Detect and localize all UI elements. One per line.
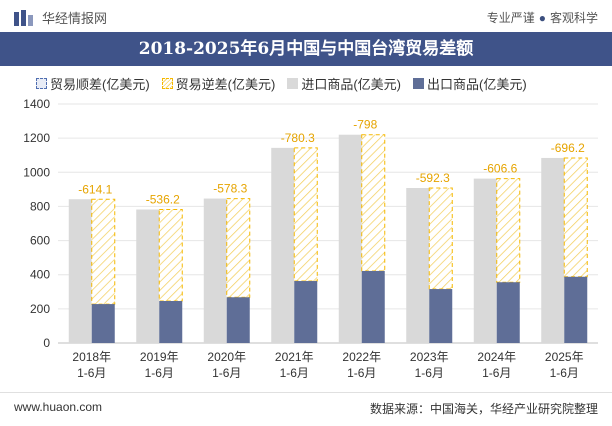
legend-swatch-export (413, 78, 425, 89)
deficit-bar (226, 198, 251, 298)
footer-source: 数据来源：中国海关，华经产业研究院整理 (369, 402, 598, 416)
deficit-data-label: -798 (353, 118, 377, 132)
export-bar (159, 301, 183, 343)
export-bar (361, 270, 385, 343)
legend-swatch-import (287, 78, 299, 89)
x-tick-label: 2019年 (140, 350, 179, 364)
x-tick-label: 2023年 (410, 350, 449, 364)
x-tick-label: 1-6月 (145, 366, 174, 380)
x-tick-label: 2024年 (477, 350, 516, 364)
deficit-data-label: -780.3 (281, 131, 315, 145)
legend-swatch-deficit (161, 78, 173, 89)
x-tick-label: 1-6月 (482, 366, 511, 380)
deficit-bar (361, 134, 386, 272)
x-tick-label: 1-6月 (212, 366, 241, 380)
footer-divider (0, 392, 612, 393)
y-tick-label: 1400 (23, 97, 50, 111)
y-tick-label: 200 (30, 302, 50, 316)
tagline: 专业严谨 ● 客观科学 (487, 9, 598, 26)
x-tick-label: 2020年 (207, 350, 246, 364)
import-bar (68, 199, 92, 343)
deficit-bar (91, 198, 116, 305)
deficit-data-label: -696.2 (551, 141, 585, 155)
legend-item-deficit[interactable]: 贸易逆差(亿美元) (161, 74, 276, 93)
y-tick-label: 600 (30, 234, 50, 248)
tagline-right: 客观科学 (549, 11, 598, 25)
deficit-bar (563, 157, 588, 278)
import-bar (271, 147, 295, 343)
export-bar (496, 282, 520, 343)
x-tick-label: 1-6月 (347, 366, 376, 380)
logo-icon (14, 9, 33, 26)
bar-chart: 0 200 400 600 800 1000 1200 1400 -614.1 2018年 1-6… (23, 97, 598, 380)
footer-website[interactable]: www.huaon.com (14, 400, 103, 414)
export-bar (91, 304, 115, 343)
deficit-data-label: -606.6 (483, 162, 517, 176)
logo-text: 华经情报网 (42, 11, 108, 26)
y-tick-label: 0 (43, 336, 50, 350)
import-bar (136, 209, 160, 343)
legend-label-surplus: 贸易顺差(亿美元) (50, 77, 150, 92)
deficit-bar (293, 147, 318, 282)
import-bar (541, 157, 565, 343)
legend-swatch-surplus (36, 78, 47, 89)
export-bar (294, 281, 318, 343)
y-tick-label: 1200 (23, 131, 50, 145)
deficit-data-label: -536.2 (146, 193, 180, 207)
x-tick-label: 2025年 (545, 350, 584, 364)
legend-item-surplus[interactable]: 贸易顺差(亿美元) (36, 74, 150, 93)
tagline-left: 专业严谨 (486, 11, 535, 25)
y-tick-label: 1000 (23, 165, 50, 179)
deficit-bar (428, 187, 453, 290)
export-bar (226, 297, 250, 343)
deficit-bar (158, 209, 183, 302)
y-tick-label: 400 (30, 268, 50, 282)
import-bar (473, 178, 497, 343)
y-tick-label: 800 (30, 199, 50, 213)
deficit-data-label: -592.3 (416, 171, 450, 185)
x-tick-label: 1-6月 (77, 366, 106, 380)
import-bar (406, 187, 430, 343)
chart-title: 2018-2025年6月中国与中国台湾贸易差额 (0, 32, 612, 66)
deficit-bar (496, 178, 521, 283)
deficit-data-label: -614.1 (78, 182, 112, 196)
bullet-icon: ● (538, 11, 546, 25)
deficit-data-label: -578.3 (213, 182, 247, 196)
export-bar (429, 289, 453, 343)
legend-label-export: 出口商品(亿美元) (427, 77, 527, 92)
legend-label-deficit: 贸易逆差(亿美元) (175, 77, 276, 92)
x-tick-label: 2021年 (275, 350, 314, 364)
export-bar (564, 276, 588, 343)
top-bar: 华经情报网 专业严谨 ● 客观科学 (0, 0, 612, 32)
import-bar (203, 198, 227, 343)
x-tick-label: 1-6月 (550, 366, 579, 380)
x-tick-label: 2018年 (72, 350, 111, 364)
brand-logo[interactable]: 华经情报网 (14, 8, 107, 27)
x-tick-label: 1-6月 (415, 366, 444, 380)
x-tick-label: 2022年 (342, 350, 381, 364)
x-tick-label: 1-6月 (280, 366, 309, 380)
chart-legend: 贸易顺差(亿美元) 贸易逆差(亿美元) 进口商品(亿美元) 出口商品(亿美元) (36, 74, 539, 93)
legend-item-import[interactable]: 进口商品(亿美元) (287, 74, 401, 93)
legend-item-export[interactable]: 出口商品(亿美元) (413, 74, 527, 93)
import-bar (338, 134, 362, 343)
legend-label-import: 进口商品(亿美元) (301, 77, 402, 92)
